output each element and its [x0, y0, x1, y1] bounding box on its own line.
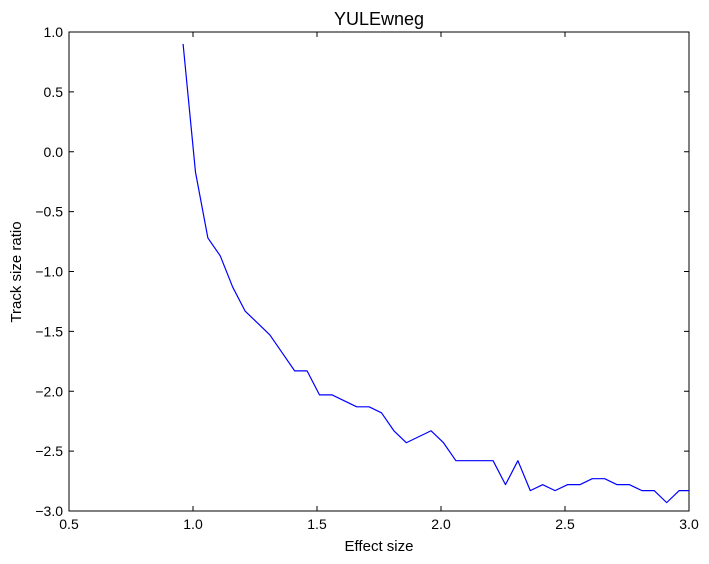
y-tick-label: −3.0 — [35, 503, 63, 519]
y-tick-label: −2.5 — [35, 443, 63, 459]
y-tick-label: −1.0 — [35, 264, 63, 280]
x-tick-label: 0.5 — [59, 516, 79, 532]
x-tick-label: 3.0 — [679, 516, 699, 532]
chart-title: YULEwneg — [334, 9, 424, 29]
data-series — [182, 43, 689, 504]
y-axis-label: Track size ratio — [8, 221, 25, 322]
x-tick-label: 1.5 — [307, 516, 327, 532]
axis-tick-labels: 0.5 1.0 1.5 2.0 2.5 3.0 1.0 0.5 0.0 −0.5 −1.0 −1.5 −… — [35, 24, 699, 532]
x-tick-label: 1.0 — [183, 516, 203, 532]
y-tick-label: −2.0 — [35, 383, 63, 399]
axis-ticks — [68, 31, 690, 512]
x-tick-label: 2.0 — [431, 516, 451, 532]
y-tick-label: 1.0 — [44, 24, 64, 40]
x-tick-label: 2.5 — [555, 516, 575, 532]
y-tick-label: −0.5 — [35, 204, 63, 220]
y-tick-label: 0.5 — [44, 84, 64, 100]
x-axis-label: Effect size — [345, 538, 414, 555]
series-line — [182, 43, 689, 504]
y-tick-label: 0.0 — [44, 144, 64, 160]
y-tick-label: −1.5 — [35, 323, 63, 339]
plot-area — [68, 31, 690, 512]
